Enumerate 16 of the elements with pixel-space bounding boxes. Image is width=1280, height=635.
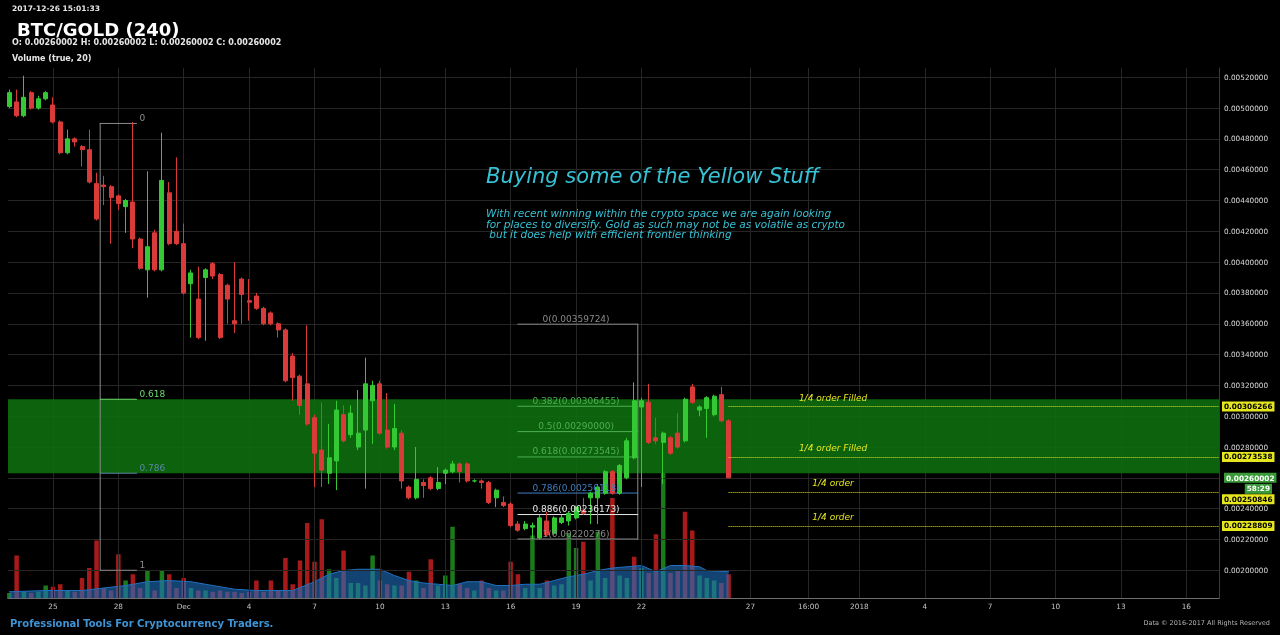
- text: Volume (true, 20): [12, 53, 92, 63]
- annotation: 0.786: [139, 462, 166, 473]
- annotation: 0: [139, 112, 146, 123]
- annotation: Buying some of the Yellow Stuff: [486, 164, 822, 188]
- text: O: 0.00260002 H: 0.00260002 L: 0.00260002 C: 0.00260002: [12, 37, 282, 47]
- text: Professional Tools For Cryptocurrency Traders.: [10, 617, 274, 629]
- annotation: With recent winning within the crypto space we are again looking for places to diversify. Gold as such may not be as volatile as crypto but it does help with efficient frontier thinking: [486, 207, 845, 241]
- annotation: 0.618(0.00273545): [532, 446, 620, 457]
- annotation: 1: [139, 559, 146, 570]
- annotation: 0.618: [139, 388, 166, 399]
- annotation: 1/4 order: [812, 478, 856, 489]
- annotation: 0.5(0.00290000): [538, 421, 614, 432]
- annotation: 0(0.00359724): [542, 313, 610, 324]
- annotation: 1/4 order Filled: [798, 393, 868, 404]
- annotation: 1/4 order Filled: [798, 443, 868, 454]
- annotation: 1/4 order: [812, 512, 856, 523]
